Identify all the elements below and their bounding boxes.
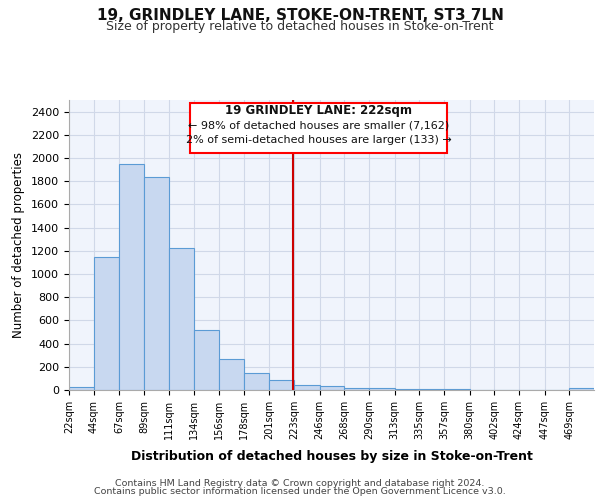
Bar xyxy=(244,372,269,390)
Bar xyxy=(194,330,219,390)
Bar xyxy=(269,380,294,390)
Text: Contains HM Land Registry data © Crown copyright and database right 2024.: Contains HM Land Registry data © Crown c… xyxy=(115,478,485,488)
Text: 2% of semi-detached houses are larger (133) →: 2% of semi-detached houses are larger (1… xyxy=(186,134,452,144)
Bar xyxy=(369,388,395,390)
Text: 19, GRINDLEY LANE, STOKE-ON-TRENT, ST3 7LN: 19, GRINDLEY LANE, STOKE-ON-TRENT, ST3 7… xyxy=(97,8,503,22)
Bar xyxy=(169,248,194,390)
Text: Size of property relative to detached houses in Stoke-on-Trent: Size of property relative to detached ho… xyxy=(106,20,494,33)
Bar xyxy=(569,388,594,390)
Bar xyxy=(395,389,419,390)
FancyBboxPatch shape xyxy=(190,104,448,154)
Bar xyxy=(69,386,94,390)
Bar xyxy=(344,388,369,390)
Bar xyxy=(294,385,320,390)
Text: ← 98% of detached houses are smaller (7,162): ← 98% of detached houses are smaller (7,… xyxy=(188,121,449,131)
Bar xyxy=(320,386,344,390)
Bar xyxy=(144,176,169,390)
Bar xyxy=(119,164,144,390)
Bar xyxy=(94,256,119,390)
Text: Contains public sector information licensed under the Open Government Licence v3: Contains public sector information licen… xyxy=(94,487,506,496)
Bar xyxy=(219,360,244,390)
Text: 19 GRINDLEY LANE: 222sqm: 19 GRINDLEY LANE: 222sqm xyxy=(225,104,412,118)
Y-axis label: Number of detached properties: Number of detached properties xyxy=(13,152,25,338)
X-axis label: Distribution of detached houses by size in Stoke-on-Trent: Distribution of detached houses by size … xyxy=(131,450,532,463)
